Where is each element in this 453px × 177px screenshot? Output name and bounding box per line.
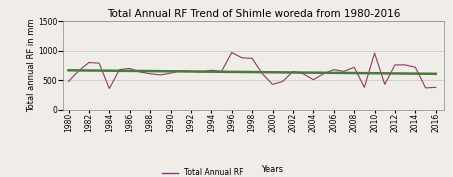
Total Annual RF: [382, 83, 387, 85]
Total Annual RF: [168, 72, 173, 74]
Total Annual RF: [178, 70, 183, 72]
Total Annual RF: [188, 70, 194, 72]
Y-axis label: Total annual RF in mm: Total annual RF in mm: [27, 19, 36, 112]
Total Annual RF: [158, 74, 163, 76]
Total Annual RF: [260, 73, 265, 75]
Total Annual RF: [352, 66, 357, 68]
Line: Total Annual RF: Total Annual RF: [68, 53, 436, 88]
Total Annual RF: [147, 73, 153, 75]
Total Annual RF: [361, 86, 367, 88]
Total Annual RF: [137, 71, 143, 73]
Total Annual RF: [321, 73, 326, 75]
Total Annual RF: [341, 70, 347, 72]
Total Annual RF: [219, 70, 224, 72]
Total Annual RF: [96, 62, 102, 64]
Total Annual RF: [280, 80, 285, 82]
Total Annual RF: [423, 87, 428, 89]
Total Annual RF: [392, 64, 398, 66]
Total Annual RF: [372, 52, 377, 54]
Total Annual RF: [229, 52, 235, 54]
Total Annual RF: [198, 71, 204, 73]
Total Annual RF: [433, 86, 439, 88]
Total Annual RF: [311, 79, 316, 81]
Total Annual RF: [250, 57, 255, 59]
Total Annual RF: [290, 70, 296, 72]
Legend: Total Annual RF: Total Annual RF: [162, 169, 243, 177]
Total Annual RF: [86, 61, 92, 64]
Total Annual RF: [270, 83, 275, 85]
Total Annual RF: [117, 68, 122, 71]
Total Annual RF: [300, 73, 306, 75]
Total Annual RF: [331, 68, 337, 71]
Total Annual RF: [66, 80, 71, 82]
Total Annual RF: [106, 87, 112, 90]
Total Annual RF: [402, 64, 408, 66]
Total Annual RF: [209, 69, 214, 71]
Total Annual RF: [413, 66, 418, 68]
Text: Years: Years: [261, 165, 284, 174]
Total Annual RF: [239, 57, 245, 59]
Total Annual RF: [76, 70, 82, 72]
Total Annual RF: [127, 67, 132, 70]
Title: Total Annual RF Trend of Shimle woreda from 1980-2016: Total Annual RF Trend of Shimle woreda f…: [107, 9, 400, 19]
